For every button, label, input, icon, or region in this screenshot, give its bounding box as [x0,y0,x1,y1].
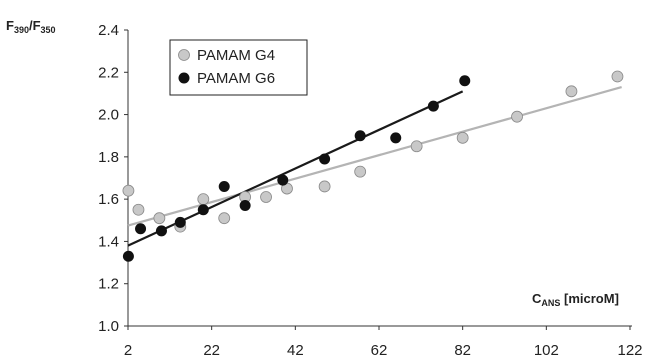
data-point-series-0 [318,180,331,193]
y-tick-label: 1.4 [98,233,119,250]
data-point-series-1 [174,216,186,228]
trendline-series-0 [127,86,622,227]
data-point-series-1 [459,75,471,87]
data-point-series-1 [122,250,134,262]
y-axis-label: F390/F350 [6,18,56,35]
data-point-series-0 [511,110,523,123]
x-tick-label: 102 [534,342,559,359]
data-point-series-0 [354,165,367,178]
legend-marker-g4 [178,49,190,61]
data-point-series-1 [155,225,167,237]
data-point-series-1 [354,130,366,142]
y-tick-label: 1.0 [98,318,119,335]
data-point-series-0 [410,140,423,153]
legend-marker-g6 [178,72,190,84]
y-tick-label: 2.2 [98,64,119,81]
legend: PAMAM G4 PAMAM G6 [169,39,308,96]
x-tick-label: 42 [287,342,304,359]
data-point-series-0 [565,85,578,98]
data-point-series-0 [456,131,469,144]
x-tick-label: 122 [617,342,642,359]
data-point-series-0 [218,212,231,225]
data-point-series-1 [218,180,230,192]
legend-label-g4: PAMAM G4 [197,47,275,64]
legend-box [169,39,308,96]
data-point-series-0 [260,191,272,203]
x-tick-label: 2 [124,342,132,359]
data-point-series-1 [277,174,289,186]
data-point-series-0 [122,184,135,197]
data-point-series-0 [611,70,624,83]
x-tick-label: 82 [454,342,471,359]
data-point-series-1 [197,204,209,216]
y-tick-label: 1.6 [98,191,119,208]
y-tick-label: 2.4 [98,22,119,39]
y-tick-label: 1.2 [98,276,119,293]
data-point-series-1 [239,199,251,211]
legend-label-g6: PAMAM G6 [197,70,275,87]
data-point-series-1 [135,223,147,235]
data-point-series-1 [390,132,402,144]
x-tick-label: 22 [203,342,220,359]
x-tick-label: 62 [371,342,388,359]
y-tick-label: 2.0 [98,107,119,124]
data-point-series-0 [197,193,210,206]
data-point-series-1 [427,100,439,112]
x-axis-label: CANS [microM] [532,291,619,308]
data-point-series-0 [132,203,145,216]
y-tick-label: 1.8 [98,149,119,166]
data-point-series-1 [319,153,331,165]
data-point-series-0 [153,212,166,225]
